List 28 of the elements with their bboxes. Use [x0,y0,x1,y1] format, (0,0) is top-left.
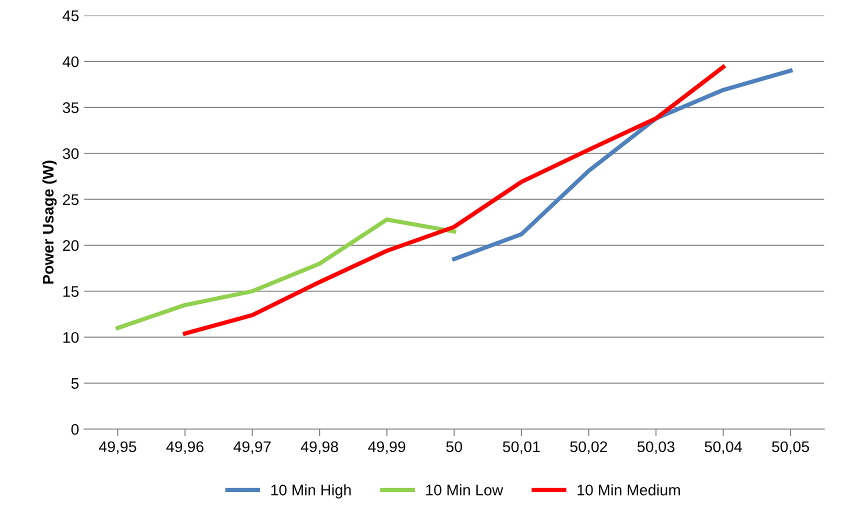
x-tick-label: 50,04 [704,441,742,454]
y-tick-label: 0 [71,424,79,435]
y-tick-label: 15 [63,286,79,297]
x-tick-label: 49,97 [234,441,271,454]
y-tick-label: 10 [63,332,79,343]
y-axis-title: Power Usage (W) [42,160,57,284]
y-tick-label: 45 [62,10,79,22]
y-tick-label: 40 [62,56,79,68]
y-tick-label: 20 [63,240,79,251]
x-tick-label: 49,99 [368,441,406,454]
line-series [116,217,456,330]
x-tick-label: 49,98 [300,441,338,454]
y-tick-label: 35 [62,102,79,114]
line-series [452,68,793,262]
y-tick-label: 25 [63,194,79,206]
x-tick-label: 50,05 [772,441,810,454]
x-tick-label: 50,03 [637,441,674,454]
x-tick-label: 50,02 [570,441,608,454]
y-tick-label: 5 [71,378,79,389]
x-tick-label: 49,95 [98,441,136,454]
y-tick-label: 30 [62,148,79,160]
x-tick-label: 49,96 [166,441,204,454]
legend-label: 10 Min High [271,484,351,498]
line-series [182,64,726,336]
legend-label: 10 Min Medium [578,484,680,496]
x-tick-label: 50 [446,441,462,452]
x-tick-label: 50,01 [502,441,540,454]
legend-label: 10 Min Low [426,484,504,496]
